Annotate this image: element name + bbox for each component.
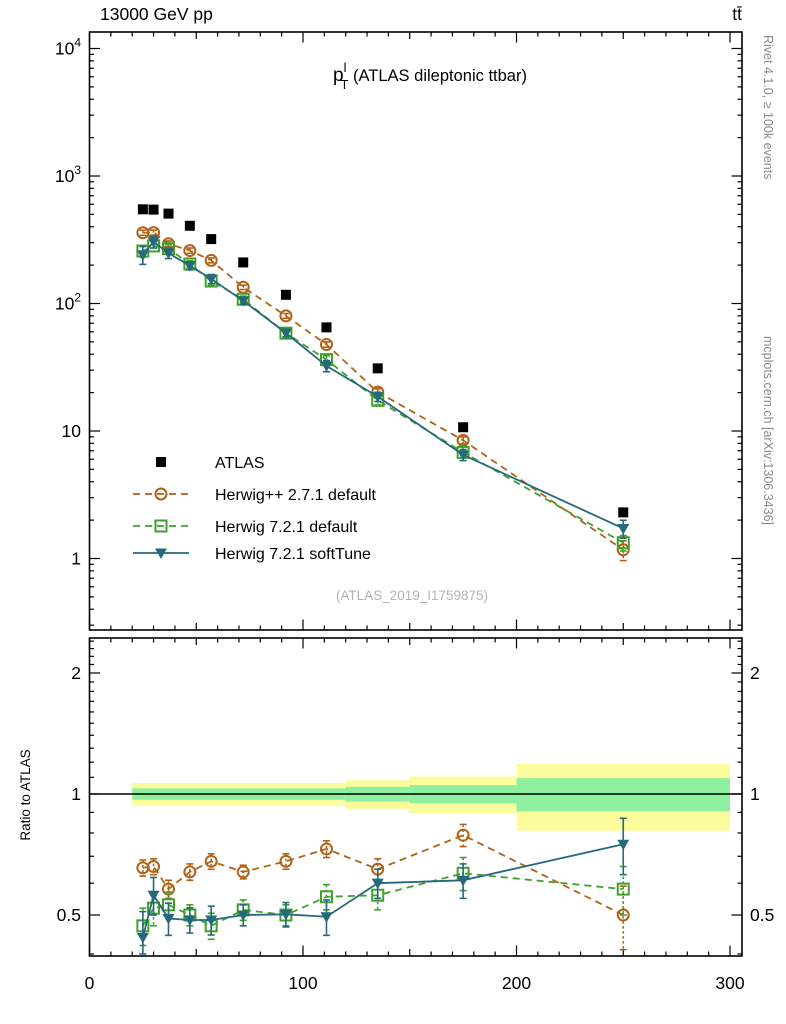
series-line — [142, 240, 624, 530]
x-axis-tick-label: 200 — [502, 973, 531, 993]
analysis-id-watermark: (ATLAS_2019_I1759875) — [336, 588, 488, 603]
y-axis-tick-label: 104 — [55, 36, 81, 59]
ratio-panel-frame — [88, 637, 743, 957]
plot-title: pl T (ATLAS dileptonic ttbar) — [333, 60, 527, 92]
data-point-marker — [458, 422, 469, 433]
data-point-marker — [238, 257, 249, 268]
legend-item-atlas: ATLAS — [156, 455, 265, 472]
data-point-marker — [162, 248, 175, 260]
data-point-marker — [183, 915, 196, 926]
data-point-marker — [236, 865, 250, 879]
y-axis-tick-label: 103 — [55, 163, 81, 186]
ratio-series-herwig-7-2-1-softtune — [136, 817, 630, 955]
y-axis-tick-label: 1 — [71, 549, 81, 569]
data-point-marker — [162, 914, 175, 925]
data-point-marker — [154, 519, 168, 533]
x-axis-tick-label: 300 — [715, 973, 744, 993]
data-point-marker — [206, 234, 217, 245]
legend-item-herwig-7-2-1-default: Herwig 7.2.1 default — [133, 519, 358, 536]
process-label: tt̄ — [732, 4, 742, 24]
data-point-marker — [183, 261, 196, 272]
data-point-marker — [136, 250, 149, 261]
data-point-marker — [280, 289, 291, 300]
rivet-version-text: Rivet 4.1.0, ≥ 100k events — [761, 35, 775, 179]
main-panel-frame — [88, 31, 743, 631]
ratio-tick-label-right: 2 — [750, 663, 760, 683]
x-axis-tick-label: 0 — [85, 973, 95, 993]
data-point-marker — [617, 839, 630, 851]
data-point-marker — [618, 507, 629, 518]
data-point-marker — [456, 433, 470, 447]
data-point-marker — [617, 523, 630, 535]
legend-label: Herwig 7.2.1 default — [215, 519, 358, 536]
data-point-marker — [147, 237, 160, 248]
data-point-marker — [147, 860, 161, 874]
series-atlas — [137, 204, 629, 518]
legend-label: Herwig++ 2.7.1 default — [215, 487, 377, 504]
data-point-marker — [156, 457, 166, 467]
data-point-marker — [320, 361, 333, 372]
data-point-marker — [319, 842, 333, 856]
legend-item-herwig-2-7-1-default: Herwig++ 2.7.1 default — [133, 487, 377, 504]
data-point-marker — [204, 253, 218, 267]
ratio-tick-label-left: 2 — [71, 663, 81, 683]
data-point-marker — [137, 204, 148, 215]
data-point-marker — [616, 543, 630, 557]
data-point-marker — [456, 828, 470, 842]
data-point-marker — [279, 909, 292, 921]
data-point-marker — [184, 220, 195, 231]
data-point-marker — [147, 890, 160, 902]
data-point-marker — [321, 322, 332, 333]
uncertainty-bands — [89, 763, 742, 831]
legend-item-herwig-7-2-1-softtune: Herwig 7.2.1 softTune — [133, 546, 371, 563]
legend-label: ATLAS — [215, 455, 265, 472]
data-point-marker — [279, 309, 293, 323]
data-point-marker — [148, 204, 159, 215]
beam-energy-label: 13000 GeV pp — [100, 4, 213, 24]
data-point-marker — [237, 910, 250, 922]
mcplots-reference-text: mcplots.cern.ch [arXiv:1306.3436] — [761, 336, 775, 525]
data-point-marker — [319, 337, 333, 351]
data-point-marker — [371, 878, 384, 890]
ratio-tick-label-right: 1 — [750, 784, 760, 804]
data-point-marker — [205, 915, 218, 926]
ratio-tick-label-left: 1 — [71, 784, 81, 804]
data-point-marker — [616, 882, 630, 896]
ratio-tick-label-left: 0.5 — [57, 905, 81, 925]
data-point-marker — [136, 932, 149, 944]
data-point-marker — [616, 908, 630, 922]
data-point-marker — [183, 865, 197, 879]
data-point-marker — [155, 548, 167, 559]
y-axis-tick-label: 10 — [62, 421, 82, 441]
data-point-marker — [205, 274, 218, 285]
data-point-marker — [279, 854, 293, 868]
series-herwig-7-2-1-default — [136, 239, 630, 552]
data-point-marker — [320, 912, 333, 923]
green-uncertainty-band — [516, 778, 730, 812]
data-point-marker — [163, 208, 174, 219]
legend-label: Herwig 7.2.1 softTune — [215, 546, 371, 563]
data-point-marker — [183, 244, 197, 258]
data-point-marker — [204, 854, 218, 868]
ratio-tick-label-right: 0.5 — [750, 905, 774, 925]
y-axis-tick-label: 102 — [55, 291, 81, 314]
x-axis-tick-label: 100 — [288, 973, 317, 993]
ratio-series-line — [142, 834, 624, 916]
ratio-axis-label: Ratio to ATLAS — [18, 749, 33, 840]
data-point-marker — [457, 875, 470, 887]
data-point-marker — [237, 296, 250, 307]
data-point-marker — [372, 363, 383, 374]
data-point-marker — [279, 328, 292, 339]
data-point-marker — [371, 392, 384, 403]
data-point-marker — [154, 487, 168, 501]
data-point-marker — [457, 450, 470, 461]
series-herwig-7-2-1-softtune — [136, 235, 630, 539]
